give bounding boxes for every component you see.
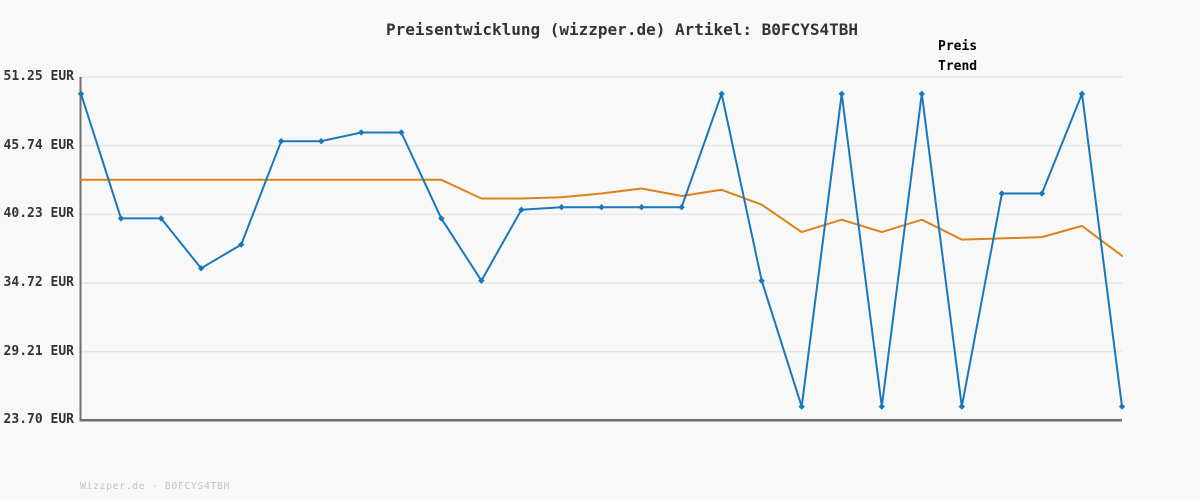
data-point-marker: [1038, 190, 1046, 197]
data-point-marker: [798, 403, 805, 410]
data-point-marker: [598, 204, 605, 211]
data-point-marker: [958, 403, 966, 410]
data-point-marker: [518, 206, 525, 213]
data-point-marker: [358, 129, 365, 136]
y-axis-tick-label: 40.23 EUR: [3, 206, 74, 221]
series-line-preis: [80, 92, 1123, 408]
y-axis-tick-label: 34.72 EUR: [3, 275, 74, 290]
data-point-marker: [237, 241, 245, 248]
data-point-marker: [117, 215, 125, 222]
y-axis-tick-label: 29.21 EUR: [3, 344, 74, 359]
data-point-marker: [918, 90, 926, 98]
watermark: Wizzper.de - B0FCYS4TBH: [80, 481, 230, 492]
data-point-marker: [718, 90, 725, 98]
y-axis-tick-label: 23.70 EUR: [3, 412, 74, 427]
data-point-marker: [878, 403, 885, 410]
data-point-marker: [318, 137, 325, 145]
data-point-marker: [77, 90, 85, 98]
data-point-marker: [678, 204, 685, 211]
chart-title: Preisentwicklung (wizzper.de) Artikel: B…: [385, 20, 859, 39]
data-point-marker: [1078, 90, 1086, 98]
data-point-marker: [1118, 403, 1126, 410]
data-point-marker: [438, 215, 445, 222]
data-point-marker: [758, 277, 765, 284]
data-point-marker: [998, 190, 1006, 197]
y-axis-tick-label: 45.74 EUR: [3, 138, 74, 153]
data-point-marker: [277, 137, 285, 145]
data-point-marker: [558, 204, 565, 211]
data-point-marker: [398, 129, 405, 136]
y-axis-tick-label: 51.25 EUR: [3, 69, 74, 84]
data-point-marker: [838, 90, 845, 98]
legend-item-preis: Preis: [938, 39, 978, 54]
data-point-marker: [638, 204, 645, 211]
data-point-marker: [197, 265, 205, 272]
data-point-marker: [478, 277, 485, 284]
legend-item-trend: Trend: [938, 59, 978, 74]
data-point-marker: [157, 215, 165, 222]
series-line-trend: [80, 178, 1123, 257]
